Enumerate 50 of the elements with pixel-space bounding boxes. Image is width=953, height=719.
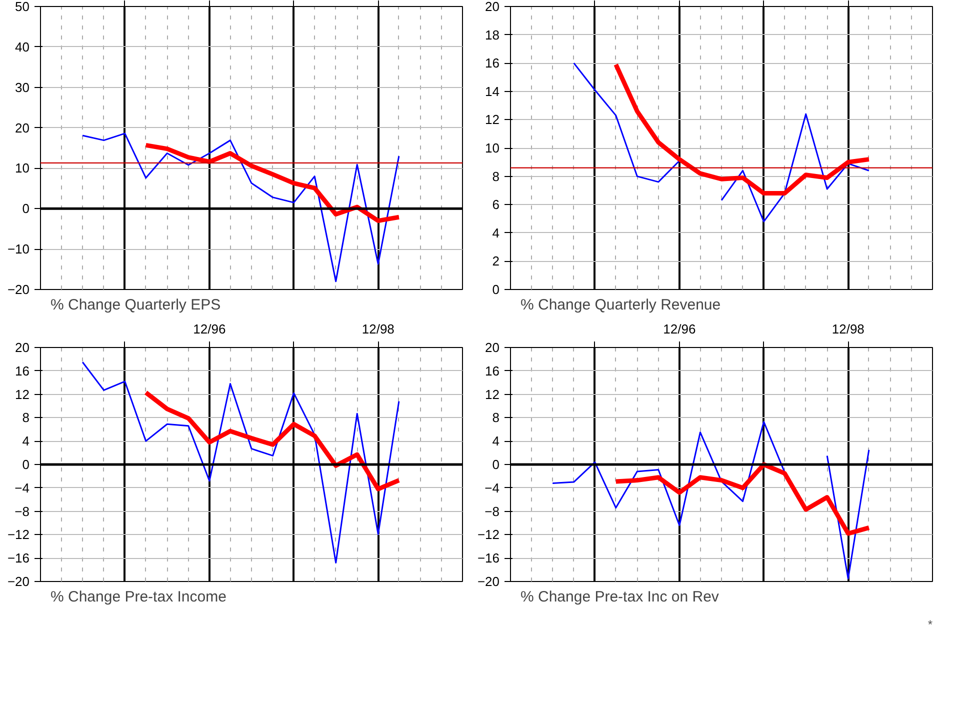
y-tick-label: 40	[15, 39, 30, 54]
y-tick-label: 12	[485, 386, 500, 402]
y-tick-label: 10	[485, 140, 500, 156]
y-tick-label: 50	[15, 0, 30, 14]
y-tick-label: 0	[22, 201, 30, 216]
y-tick-label: 14	[485, 84, 500, 99]
y-tick-label: −20	[477, 574, 500, 589]
y-tick-label: 6	[492, 197, 500, 212]
y-tick-label: 4	[22, 434, 30, 449]
y-tick-label: −8	[484, 504, 500, 519]
x-tick-label: 12/98	[362, 322, 394, 336]
y-tick-label: 0	[492, 457, 500, 472]
y-tick-label: 8	[22, 410, 30, 426]
y-tick-label: 20	[15, 120, 30, 136]
y-tick-label: 4	[492, 434, 500, 449]
y-tick-label: −4	[484, 480, 500, 496]
y-tick-label: 20	[485, 340, 500, 355]
y-tick-label: 2	[492, 254, 500, 269]
y-tick-label: −20	[7, 574, 30, 589]
y-tick-label: −16	[477, 550, 500, 566]
y-tick-label: 20	[485, 0, 500, 14]
y-tick-label: 12	[15, 386, 30, 402]
text: % Change Pre-tax Inc on Rev	[520, 588, 720, 606]
y-tick-label: −16	[7, 550, 30, 566]
y-tick-label: 18	[485, 27, 500, 42]
y-tick-label: 16	[485, 363, 500, 378]
y-tick-label: 4	[492, 225, 500, 240]
y-tick-label: 8	[492, 168, 500, 184]
y-tick-label: 0	[22, 457, 30, 472]
y-tick-label: −12	[477, 527, 500, 542]
y-tick-label: −8	[14, 504, 30, 519]
y-tick-label: −10	[7, 242, 30, 257]
y-tick-label: −4	[14, 480, 30, 496]
text: *	[928, 618, 933, 632]
x-tick-label: 12/96	[663, 322, 696, 336]
text: % Change Quarterly EPS	[50, 296, 221, 314]
y-tick-label: 30	[15, 80, 30, 95]
y-tick-label: 16	[485, 56, 500, 71]
text: % Change Quarterly Revenue	[520, 296, 721, 314]
y-tick-label: −20	[7, 282, 30, 297]
text: % Change Pre-tax Income	[50, 588, 226, 606]
y-tick-label: 12	[485, 112, 500, 128]
x-tick-label: 12/96	[193, 322, 226, 336]
y-tick-label: 8	[492, 410, 500, 426]
y-tick-label: 16	[15, 363, 30, 378]
y-tick-label: 10	[15, 160, 30, 176]
y-tick-label: 0	[492, 282, 500, 297]
y-tick-label: −12	[7, 527, 30, 542]
x-tick-label: 12/98	[832, 322, 864, 336]
y-tick-label: 20	[15, 340, 30, 355]
